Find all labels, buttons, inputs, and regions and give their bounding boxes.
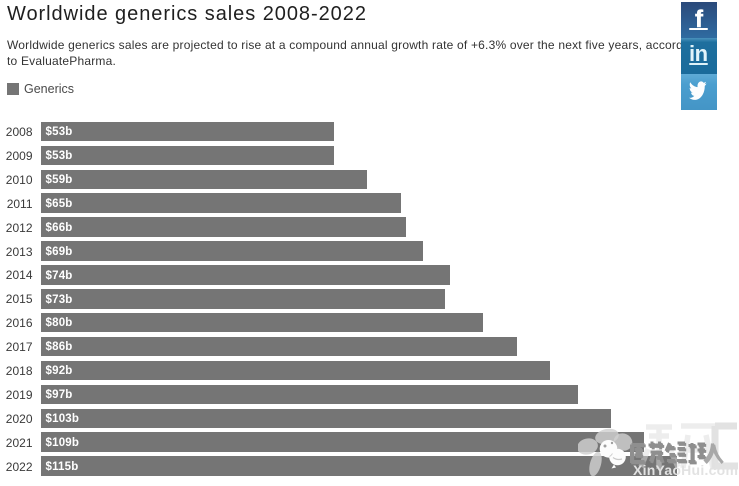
svg-text:XinYaoHui.com: XinYaoHui.com (633, 462, 738, 478)
